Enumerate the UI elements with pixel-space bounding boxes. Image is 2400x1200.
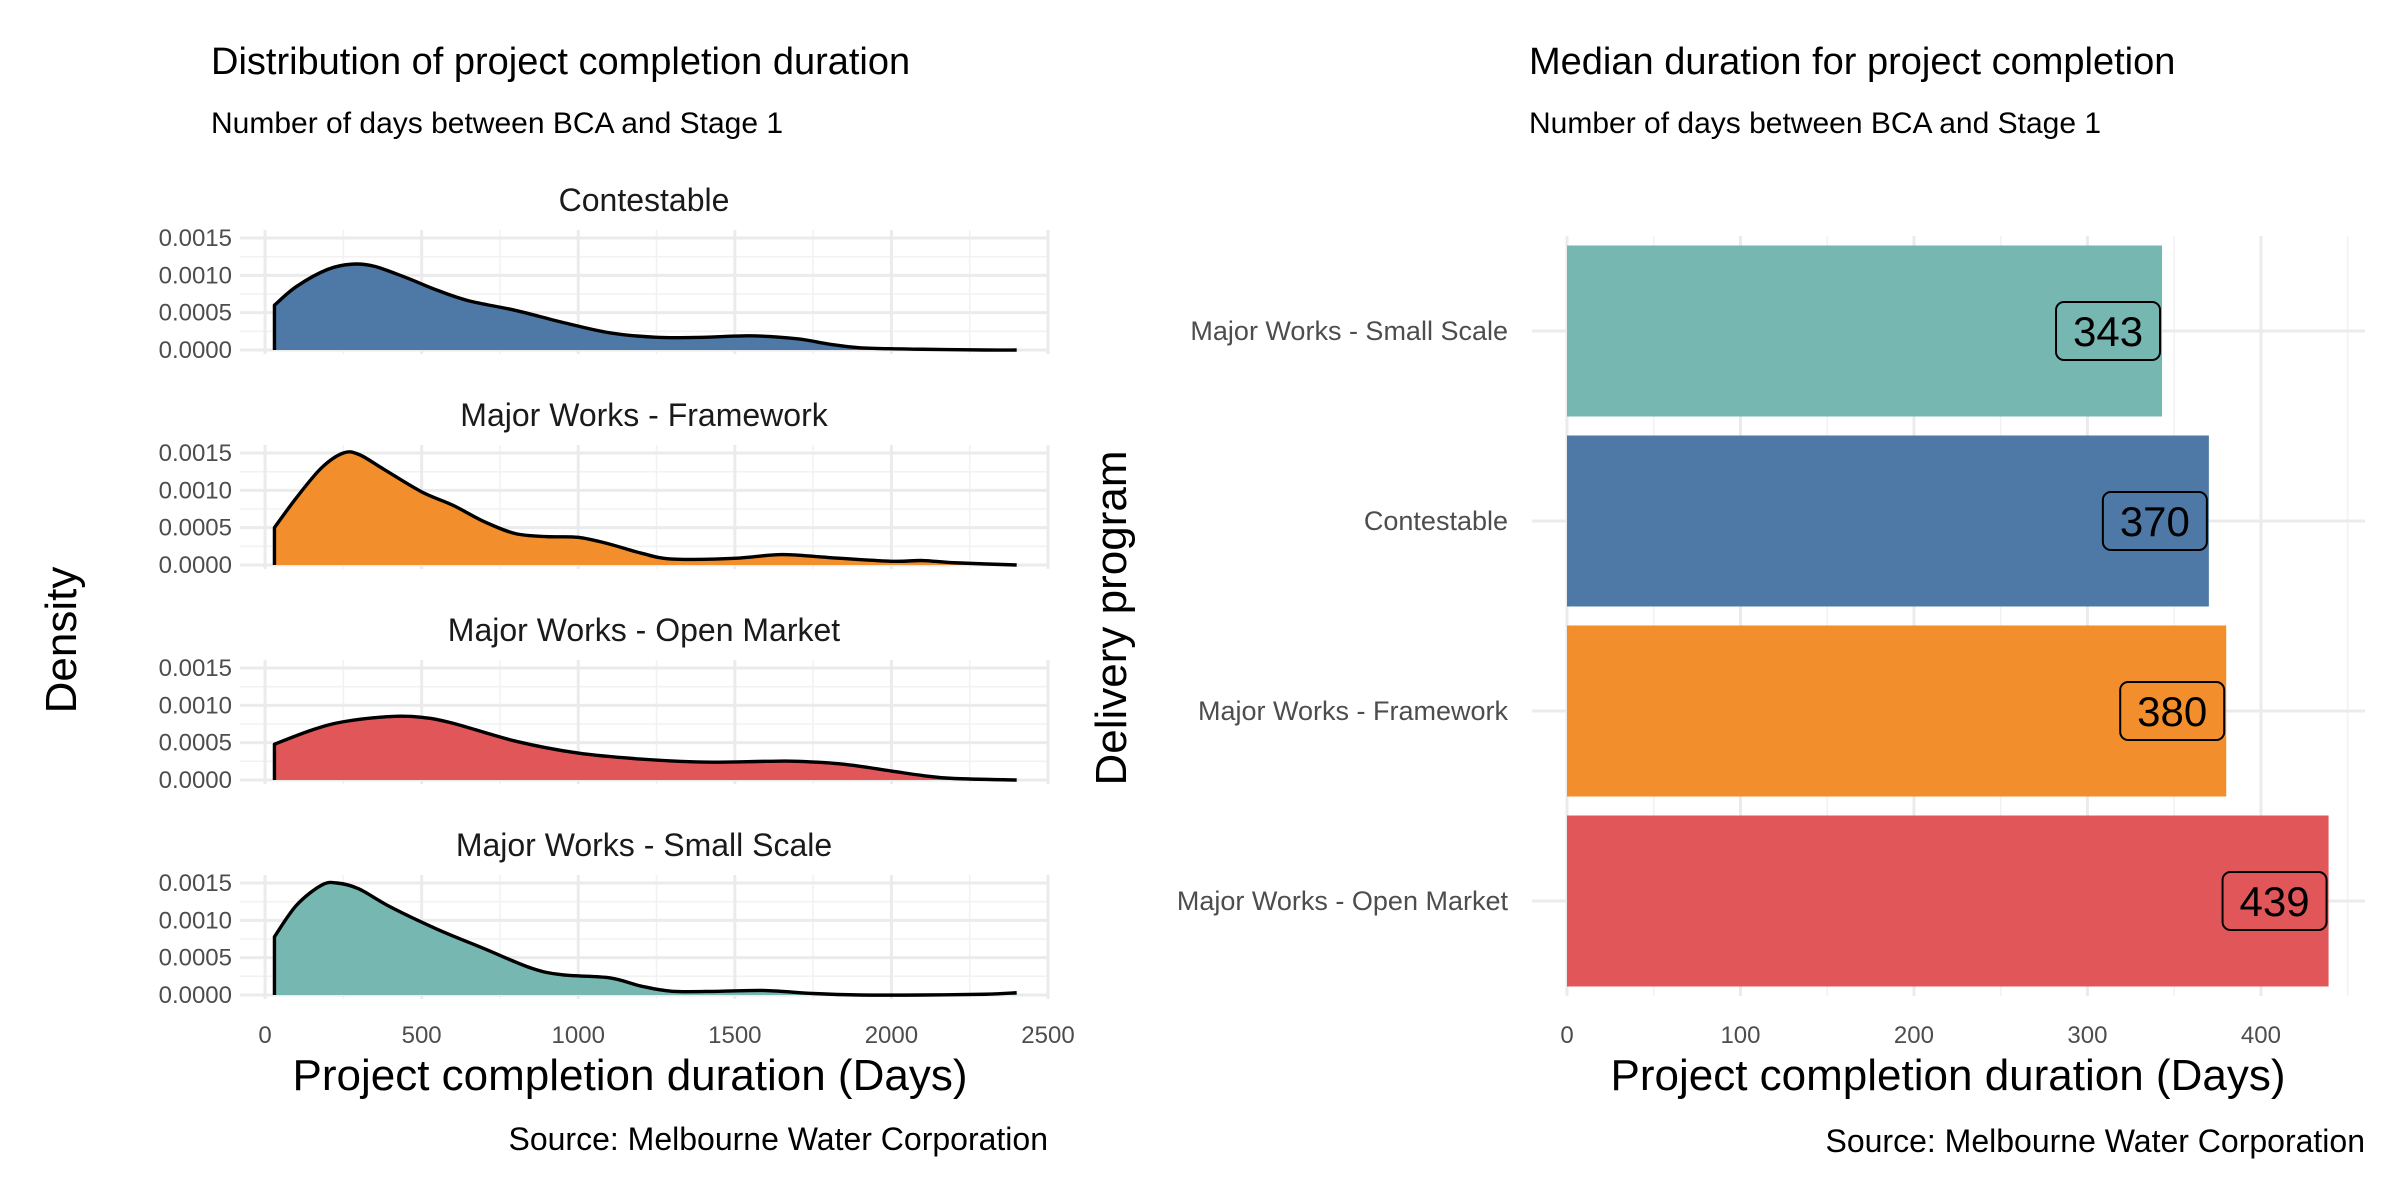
x-tick-label: 500 <box>402 1022 442 1049</box>
x-tick-label: 0 <box>1560 1022 1573 1049</box>
bar-major-works-open-market <box>1567 815 2329 987</box>
y-tick-label: Major Works - Open Market <box>1177 886 1509 916</box>
y-tick-label: 0.0000 <box>159 982 232 1009</box>
density-area-major-works-framework <box>274 451 1017 565</box>
y-tick-label: Contestable <box>1364 506 1508 536</box>
value-label-box <box>2221 871 2328 931</box>
x-tick-label: 2500 <box>1021 1022 1074 1049</box>
value-label-box <box>2119 681 2226 741</box>
facet-label: Major Works - Small Scale <box>456 827 832 863</box>
value-label-box <box>2055 301 2162 361</box>
y-tick-label: 0.0015 <box>159 870 232 897</box>
x-tick-label: 1500 <box>708 1022 761 1049</box>
bar-series: 343 370 380 439 <box>1567 245 2329 987</box>
bar-chart-title: Median duration for project completion <box>1529 41 2175 83</box>
y-tick-label: 0.0010 <box>159 477 232 504</box>
value-label-box <box>2101 491 2208 551</box>
y-tick-label: 0.0015 <box>159 225 232 252</box>
density-chart-subtitle: Number of days between BCA and Stage 1 <box>211 107 783 140</box>
facet-label: Contestable <box>559 182 730 218</box>
y-tick-label: 0.0005 <box>159 515 232 542</box>
facet-label: Major Works - Framework <box>460 397 828 433</box>
density-area-major-works-small-scale <box>274 882 1017 996</box>
x-tick-label: 2000 <box>865 1022 918 1049</box>
density-area-contestable <box>274 263 1017 351</box>
facet-label: Major Works - Open Market <box>448 612 841 648</box>
value-label: 343 <box>2073 308 2143 355</box>
density-panel-contestable: Contestable 0.0000 0.0005 0.0010 0.0015 <box>159 182 1050 364</box>
y-tick-label: Major Works - Framework <box>1198 696 1509 726</box>
density-line-major-works-framework <box>272 450 1017 567</box>
value-label: 439 <box>2240 878 2310 925</box>
density-line-major-works-small-scale <box>272 880 1017 997</box>
density-panel-major-works-small-scale: Major Works - Small Scale 0.0000 0.0005 0.0… <box>159 827 1050 1009</box>
y-tick-label: 0.0015 <box>159 655 232 682</box>
x-tick-label: 200 <box>1894 1022 1934 1049</box>
y-tick-label: 0.0000 <box>159 767 232 794</box>
y-tick-label: 0.0005 <box>159 300 232 327</box>
y-tick-label: 0.0005 <box>159 945 232 972</box>
bar-major-works-framework <box>1567 625 2227 797</box>
x-tick-label: 300 <box>2067 1022 2107 1049</box>
density-area-major-works-open-market <box>274 716 1017 780</box>
density-chart-title: Distribution of project completion durat… <box>211 41 910 83</box>
bar-y-axis-title: Delivery program <box>1087 451 1136 786</box>
y-tick-label: 0.0005 <box>159 730 232 757</box>
density-panel-major-works-open-market: Major Works - Open Market 0.0000 0.0005 0.0… <box>159 612 1050 794</box>
density-panels: Contestable0.00000.00050.00100.0015Major… <box>159 182 1050 1009</box>
y-tick-label: 0.0000 <box>159 552 232 579</box>
bar-chart-caption: Source: Melbourne Water Corporation <box>1825 1123 2365 1159</box>
bar-x-ticks: 0 100 200 300 400 <box>1560 1022 2281 1049</box>
x-tick-label: 400 <box>2241 1022 2281 1049</box>
y-tick-label: 0.0010 <box>159 692 232 719</box>
density-x-ticks: 0 500 1000 1500 2000 2500 <box>258 1022 1074 1049</box>
y-tick-label: Major Works - Small Scale <box>1190 316 1508 346</box>
density-y-axis-title: Density <box>37 567 86 714</box>
y-tick-label: 0.0010 <box>159 907 232 934</box>
value-label: 380 <box>2137 688 2207 735</box>
density-panel-major-works-framework: Major Works - Framework 0.0000 0.0005 0.001… <box>159 397 1050 579</box>
y-tick-label: 0.0010 <box>159 262 232 289</box>
density-x-axis-title: Project completion duration (Days) <box>293 1051 968 1100</box>
x-tick-label: 1000 <box>552 1022 605 1049</box>
bar-chart-subtitle: Number of days between BCA and Stage 1 <box>1529 107 2101 140</box>
x-tick-label: 0 <box>258 1022 271 1049</box>
density-chart-caption: Source: Melbourne Water Corporation <box>508 1121 1048 1157</box>
bar-y-ticks: Major Works - Small Scale Contestable Majo… <box>1177 316 1509 916</box>
y-tick-label: 0.0000 <box>159 337 232 364</box>
x-tick-label: 100 <box>1720 1022 1760 1049</box>
density-line-major-works-open-market <box>272 714 1017 782</box>
y-tick-label: 0.0015 <box>159 440 232 467</box>
density-line-contestable <box>272 262 1017 352</box>
bar-x-axis-title: Project completion duration (Days) <box>1611 1051 2286 1100</box>
value-label: 370 <box>2120 498 2190 545</box>
